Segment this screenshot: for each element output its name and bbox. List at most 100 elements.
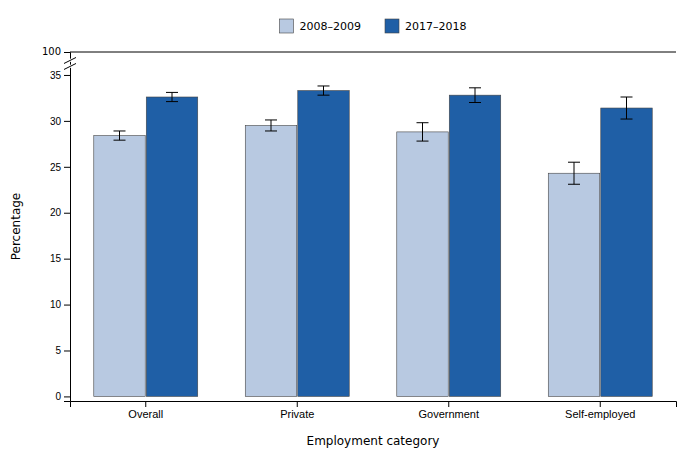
error-line: [271, 120, 272, 131]
legend-label: 2008–2009: [300, 20, 362, 33]
tick-mark: [600, 401, 601, 407]
error-bar: [166, 92, 178, 101]
plot: Overall Private Government Self-employed 0 5 1…: [42, 46, 677, 420]
error-bar: [318, 86, 330, 95]
error-line: [323, 86, 324, 95]
tick: 20: [50, 207, 70, 218]
error-cap: [166, 92, 178, 93]
error-bar: [469, 88, 481, 103]
legend-swatch: [385, 19, 399, 33]
error-line: [574, 162, 575, 184]
axis-line: [64, 53, 71, 402]
error-line: [475, 88, 476, 103]
tick-mark: [64, 213, 70, 214]
bar: [245, 125, 296, 396]
legend: 2008–2009 2017–2018: [280, 19, 467, 33]
tick-label: Private: [280, 408, 314, 420]
error-cap: [469, 87, 481, 88]
tick-mark: [448, 401, 449, 407]
tick-label: Government: [418, 408, 479, 420]
y-axis: 0 5 10 15 20 25 30 35: [50, 53, 71, 403]
tick-label: Overall: [128, 408, 163, 420]
error-cap: [621, 119, 633, 120]
tick: 0: [55, 391, 70, 402]
legend-label: 2017–2018: [405, 20, 467, 33]
tick-label: 35: [50, 70, 62, 81]
bar: [298, 91, 349, 397]
error-bar: [265, 120, 277, 131]
annotation: 100: [42, 46, 61, 57]
tick: Government: [418, 401, 479, 420]
tick-label: 10: [50, 299, 62, 310]
y-axis-title: Percentage: [9, 193, 23, 261]
tick-mark: [64, 75, 70, 76]
error-bar: [114, 131, 126, 140]
tick-label: 0: [55, 391, 61, 402]
tick: Overall: [128, 401, 163, 420]
bar: [601, 108, 652, 396]
error-line: [422, 123, 423, 141]
tick-label: 20: [50, 207, 62, 218]
marks: [94, 86, 652, 396]
error-cap: [265, 119, 277, 120]
error-bar: [568, 162, 580, 184]
error-cap: [318, 85, 330, 86]
tick-mark: [64, 167, 70, 168]
series: [146, 86, 652, 396]
tick-label: 5: [55, 345, 61, 356]
break-gap: [64, 63, 76, 69]
error-line: [626, 97, 627, 119]
error-cap: [318, 95, 330, 96]
error-cap: [417, 141, 429, 142]
tick-mark: [145, 401, 146, 407]
error-cap: [568, 162, 580, 163]
chart: Overall Private Government Self-employed 0 5 1…: [0, 0, 700, 459]
error-bar: [417, 123, 429, 141]
error-line: [119, 131, 120, 140]
tick-label: 25: [50, 162, 62, 173]
error-cap: [417, 122, 429, 123]
x-axis-title: Employment category: [307, 434, 440, 448]
error-line: [172, 92, 173, 101]
error-cap: [166, 101, 178, 102]
tick: 35: [50, 70, 70, 81]
x-axis: Overall Private Government Self-employed: [71, 401, 677, 420]
bar: [146, 97, 197, 396]
tick: Private: [280, 401, 314, 420]
tick-label: 30: [50, 116, 62, 127]
tick: 15: [50, 253, 70, 264]
tick-mark: [64, 350, 70, 351]
tick-mark: [64, 259, 70, 260]
tick-mark: [64, 121, 70, 122]
error-cap: [114, 140, 126, 141]
bar: [397, 132, 448, 397]
legend-item: 2017–2018: [385, 19, 467, 33]
bar: [449, 95, 500, 396]
break-gap: [64, 57, 76, 63]
tick: 10: [50, 299, 70, 310]
tick-label: 15: [50, 253, 62, 264]
error-bar: [621, 97, 633, 119]
error-cap: [568, 184, 580, 185]
bar: [94, 136, 145, 397]
frame-top: [70, 52, 676, 53]
error-cap: [621, 97, 633, 98]
tick: 5: [55, 345, 70, 356]
tick: 30: [50, 116, 70, 127]
legend-swatch: [280, 19, 294, 33]
tick-mark: [64, 396, 70, 397]
bar: [548, 173, 599, 396]
tick-label: Self-employed: [565, 408, 635, 420]
axis-line: [71, 402, 677, 408]
axis-break: [64, 57, 76, 69]
tick: Self-employed: [565, 401, 635, 420]
tick-mark: [64, 305, 70, 306]
tick-mark: [297, 401, 298, 407]
legend-item: 2008–2009: [280, 19, 362, 33]
error-cap: [265, 130, 277, 131]
error-cap: [114, 130, 126, 131]
tick: 25: [50, 162, 70, 173]
break-mark: [64, 63, 76, 69]
break-mark: [64, 57, 76, 63]
error-cap: [469, 102, 481, 103]
